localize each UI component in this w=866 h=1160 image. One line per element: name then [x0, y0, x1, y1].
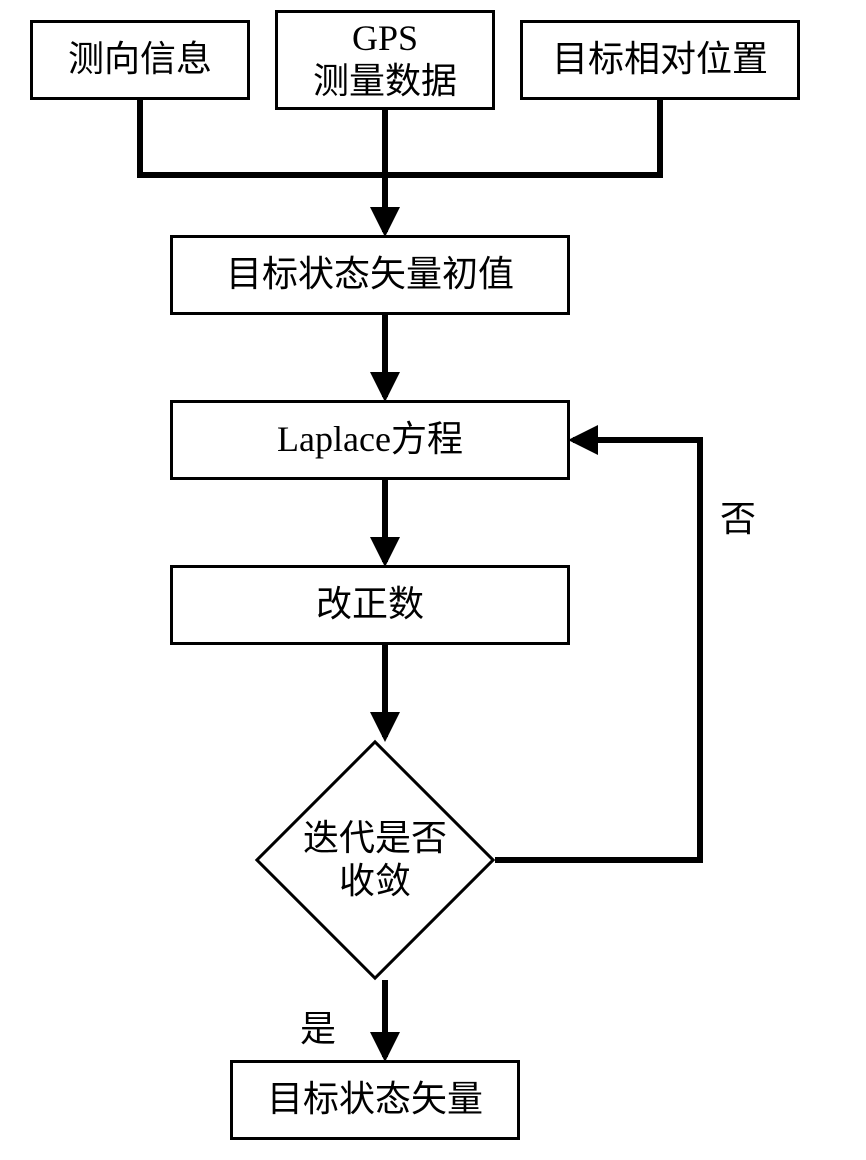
yes-label: 是	[300, 1000, 336, 1052]
no-label: 否	[720, 490, 756, 542]
init-state-box: 目标状态矢量初值	[170, 235, 570, 315]
correction-label: 改正数	[316, 583, 424, 626]
laplace-box: Laplace方程	[170, 400, 570, 480]
input-direction-label: 测向信息	[68, 38, 212, 81]
input-direction-box: 测向信息	[30, 20, 250, 100]
final-state-label: 目标状态矢量	[267, 1078, 483, 1121]
decision-diamond: 迭代是否 收敛	[255, 740, 495, 980]
input-relpos-label: 目标相对位置	[552, 38, 768, 81]
final-state-box: 目标状态矢量	[230, 1060, 520, 1140]
laplace-label: Laplace方程	[277, 418, 463, 461]
input-gps-box: GPS 测量数据	[275, 10, 495, 110]
input-gps-label: GPS 测量数据	[313, 17, 457, 103]
init-state-label: 目标状态矢量初值	[226, 253, 514, 296]
input-relpos-box: 目标相对位置	[520, 20, 800, 100]
decision-label: 迭代是否 收敛	[303, 817, 447, 903]
correction-box: 改正数	[170, 565, 570, 645]
edge-decision-to-laplace	[495, 440, 700, 860]
